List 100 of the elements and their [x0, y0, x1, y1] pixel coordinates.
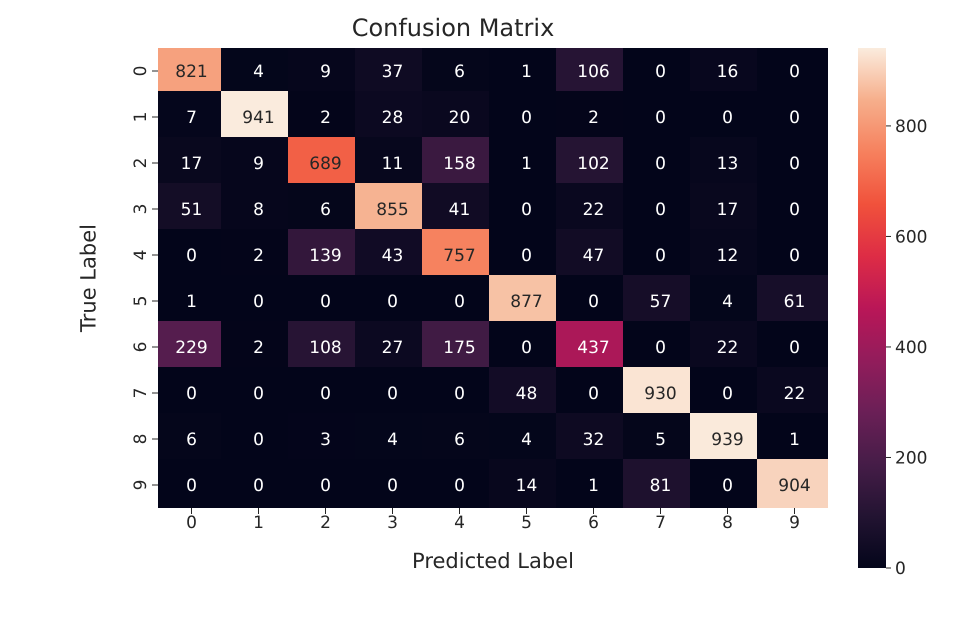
y-tick-label: 6	[131, 342, 151, 352]
data-label: 9	[253, 154, 264, 174]
data-label: 0	[253, 384, 264, 404]
data-label: 0	[722, 476, 733, 496]
x-tick-label: 8	[722, 513, 733, 534]
data-label: 22	[582, 200, 604, 220]
data-label: 0	[387, 384, 398, 404]
data-label: 904	[778, 476, 811, 496]
data-label: 0	[588, 384, 599, 404]
data-label: 0	[789, 108, 800, 128]
data-label: 0	[588, 292, 599, 312]
data-label: 0	[722, 108, 733, 128]
data-label: 51	[180, 200, 202, 220]
data-label: 930	[644, 384, 677, 404]
data-label: 11	[382, 154, 404, 174]
data-label: 4	[253, 62, 264, 82]
data-label: 7	[186, 108, 197, 128]
data-label: 28	[382, 108, 404, 128]
data-label: 0	[789, 246, 800, 266]
data-label: 877	[510, 292, 543, 312]
data-label: 0	[655, 338, 666, 358]
y-tick-label: 0	[131, 66, 151, 76]
data-label: 27	[382, 338, 404, 358]
x-axis-title: Predicted Label	[412, 549, 574, 573]
x-tick-label: 7	[655, 513, 666, 534]
data-label: 41	[448, 200, 470, 220]
data-label: 4	[387, 430, 398, 450]
data-label: 2	[253, 246, 264, 266]
data-label: 437	[577, 338, 610, 358]
data-label: 2	[588, 108, 599, 128]
data-label: 0	[789, 62, 800, 82]
data-label: 1	[588, 476, 599, 496]
data-label: 6	[320, 200, 331, 220]
data-label: 0	[521, 108, 532, 128]
data-label: 5	[655, 430, 666, 450]
data-label: 0	[454, 292, 465, 312]
x-tick-label: 2	[320, 513, 331, 534]
data-label: 821	[175, 62, 208, 82]
data-label: 689	[309, 154, 342, 174]
data-label: 2	[253, 338, 264, 358]
data-label: 0	[320, 476, 331, 496]
y-tick-label: 8	[131, 434, 151, 444]
data-label: 4	[722, 292, 733, 312]
data-label: 0	[186, 246, 197, 266]
data-label: 855	[376, 200, 409, 220]
data-label: 17	[180, 154, 202, 174]
data-label: 17	[716, 200, 738, 220]
data-label: 0	[655, 200, 666, 220]
data-label: 9	[320, 62, 331, 82]
data-label: 0	[655, 62, 666, 82]
data-label: 158	[443, 154, 476, 174]
data-label: 0	[521, 246, 532, 266]
y-tick-label: 3	[131, 204, 151, 214]
color-bar-label: 200	[895, 448, 928, 468]
x-tick-label: 6	[588, 513, 599, 534]
data-label: 22	[784, 384, 806, 404]
data-label: 0	[454, 476, 465, 496]
data-label: 2	[320, 108, 331, 128]
data-label: 0	[655, 154, 666, 174]
data-label: 939	[711, 430, 744, 450]
x-tick-label: 1	[253, 513, 264, 534]
data-label: 0	[722, 384, 733, 404]
data-label: 941	[242, 108, 275, 128]
data-label: 14	[516, 476, 538, 496]
color-bar-label: 600	[895, 227, 928, 248]
x-tick-label: 4	[454, 513, 465, 534]
data-label: 108	[309, 338, 342, 358]
data-label: 175	[443, 338, 476, 358]
data-label: 47	[582, 246, 604, 266]
data-label: 57	[650, 292, 672, 312]
data-label: 37	[382, 62, 404, 82]
data-label: 106	[577, 62, 610, 82]
data-label: 0	[186, 384, 197, 404]
data-label: 4	[521, 430, 532, 450]
data-label: 1	[789, 430, 800, 450]
data-label: 0	[387, 292, 398, 312]
data-label: 6	[454, 430, 465, 450]
y-tick-label: 7	[131, 388, 151, 398]
color-bar-label: 0	[895, 558, 906, 579]
y-tick-label: 5	[131, 296, 151, 306]
data-label: 0	[186, 476, 197, 496]
data-label: 81	[650, 476, 672, 496]
data-label: 0	[320, 292, 331, 312]
data-label: 1	[521, 154, 532, 174]
x-tick-label: 5	[521, 513, 532, 534]
data-label: 102	[577, 154, 610, 174]
data-label: 0	[655, 108, 666, 128]
data-label: 0	[253, 292, 264, 312]
data-label: 32	[582, 430, 604, 450]
data-label: 20	[448, 108, 470, 128]
color-bar-label: 800	[895, 116, 928, 137]
data-label: 48	[516, 384, 538, 404]
data-label: 22	[716, 338, 738, 358]
data-label: 3	[320, 430, 331, 450]
data-label: 1	[521, 62, 532, 82]
data-label: 0	[253, 430, 264, 450]
data-label: 12	[716, 246, 738, 266]
data-label: 6	[186, 430, 197, 450]
data-label: 6	[454, 62, 465, 82]
data-label: 757	[443, 246, 476, 266]
